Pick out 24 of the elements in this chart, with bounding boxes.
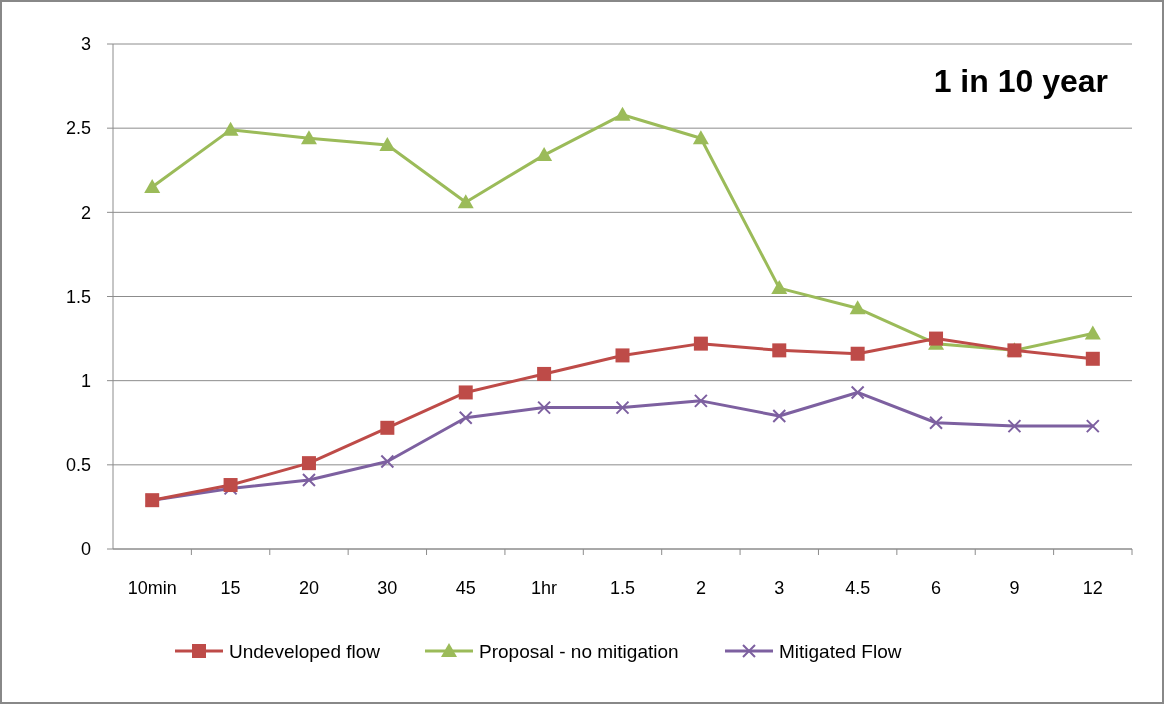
- x-tick-label: 9: [1009, 578, 1020, 598]
- y-tick-label: 0.5: [65, 455, 91, 476]
- x-tick-label: 15: [220, 578, 241, 598]
- y-tick-label: 3: [80, 34, 91, 55]
- x-tick-label: 1hr: [531, 578, 558, 598]
- y-tick-label: 1.5: [65, 286, 91, 307]
- y-tick-label: 0: [80, 539, 91, 560]
- legend-label: Mitigated Flow: [779, 640, 902, 662]
- x-tick-label: 30: [377, 578, 398, 598]
- x-tick-label: 6: [931, 578, 942, 598]
- x-tick-label: 3: [774, 578, 785, 598]
- x-tick-label: 45: [455, 578, 476, 598]
- legend-label: Proposal - no mitigation: [479, 640, 679, 662]
- x-tick-label: 20: [298, 578, 319, 598]
- text: 1 in 10 year: [933, 63, 1108, 99]
- x-tick-label: 2: [695, 578, 706, 598]
- legend-label: Undeveloped flow: [229, 640, 381, 662]
- x-tick-label: 12: [1082, 578, 1103, 598]
- y-tick-label: 2: [80, 202, 91, 223]
- y-tick-label: 1: [80, 370, 91, 391]
- y-tick-label: 2.5: [65, 118, 91, 139]
- x-tick-label: 1.5: [609, 578, 636, 598]
- x-tick-label: 4.5: [845, 578, 871, 598]
- x-tick-label: 10min: [127, 578, 177, 598]
